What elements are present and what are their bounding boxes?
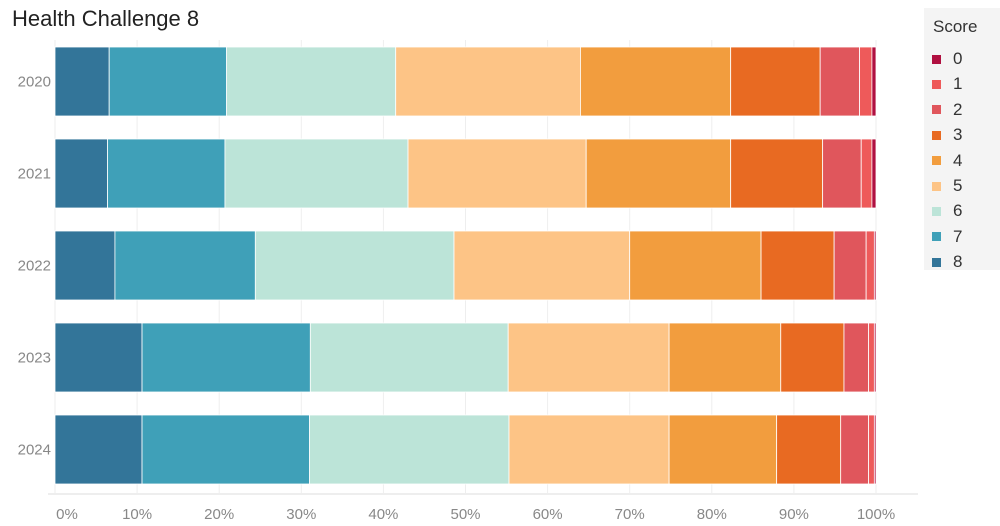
bar-segment-2022-score-1[interactable] (865, 230, 875, 301)
bar-segment-2021-score-5[interactable] (407, 138, 587, 209)
legend-item-7[interactable]: 7 (932, 226, 962, 248)
legend-swatch (932, 105, 941, 115)
bar-segment-2021-score-1[interactable] (860, 138, 873, 209)
legend-item-4[interactable]: 4 (932, 150, 962, 172)
y-category-label: 2024 (18, 442, 51, 459)
legend-label: 7 (953, 226, 963, 246)
bar-segment-2021-score-2[interactable] (822, 138, 862, 209)
legend-label: 1 (953, 74, 963, 94)
bar-segment-2021-score-6[interactable] (224, 138, 409, 209)
bar-segment-2024-score-3[interactable] (776, 414, 842, 485)
legend-swatch (932, 232, 941, 242)
bar-segment-2021-score-7[interactable] (107, 138, 226, 209)
bar-segment-2022-score-8[interactable] (54, 230, 116, 301)
bar-segment-2021-score-8[interactable] (54, 138, 108, 209)
legend-label: 2 (953, 99, 963, 119)
bar-segment-2024-score-6[interactable] (309, 414, 510, 485)
legend-label: 4 (953, 150, 963, 170)
bar-segment-2020-score-7[interactable] (108, 46, 227, 117)
x-tick-label: 50% (450, 506, 480, 523)
x-tick-label: 60% (533, 506, 563, 523)
bar-segment-2022-score-7[interactable] (114, 230, 256, 301)
legend-swatch (932, 156, 941, 166)
legend-label: 3 (953, 125, 963, 145)
legend-swatch (932, 130, 941, 140)
bar-segment-2023-score-8[interactable] (54, 322, 143, 393)
legend-label: 0 (953, 49, 963, 68)
x-tick-label: 0% (56, 506, 78, 523)
bar-segment-2022-score-2[interactable] (833, 230, 867, 301)
legend: Score 0 1 2 3 4 5 6 7 8 (924, 8, 1000, 273)
x-tick-label: 20% (204, 506, 234, 523)
bar-segment-2020-score-4[interactable] (580, 46, 732, 117)
legend-swatch (932, 181, 941, 191)
bar-segment-2022-score-6[interactable] (254, 230, 455, 301)
bar-segment-2023-score-6[interactable] (309, 322, 509, 393)
x-tick-label: 40% (368, 506, 398, 523)
bar-segment-2024-score-0[interactable] (873, 414, 877, 485)
bar-segment-2023-score-7[interactable] (141, 322, 311, 393)
bar-segment-2021-score-0[interactable] (871, 138, 877, 209)
legend-item-2[interactable]: 2 (932, 99, 962, 121)
bar-segment-2020-score-8[interactable] (54, 46, 110, 117)
bar-segment-2023-score-2[interactable] (843, 322, 870, 393)
bar-segment-2024-score-2[interactable] (840, 414, 870, 485)
x-tick-label: 70% (615, 506, 645, 523)
bar-segment-2020-score-5[interactable] (395, 46, 581, 117)
bar-segment-2022-score-5[interactable] (453, 230, 631, 301)
bars (54, 46, 877, 485)
y-category-label: 2022 (18, 258, 51, 275)
chart-area: 0% 10% 20% 30% 40% 50% 60% 70% 80% 90% 100% 2020 202… (18, 40, 918, 523)
bar-segment-2024-score-4[interactable] (668, 414, 778, 485)
bar-segment-2021-score-4[interactable] (585, 138, 732, 209)
bar-segment-2020-score-6[interactable] (226, 46, 397, 117)
legend-label: 5 (953, 176, 963, 195)
bar-segment-2024-score-1[interactable] (868, 414, 875, 485)
legend-item-1[interactable]: 1 (932, 73, 962, 95)
bar-segment-2022-score-3[interactable] (760, 230, 835, 301)
bar-segment-2023-score-1[interactable] (868, 322, 875, 393)
bar-segment-2020-score-0[interactable] (871, 46, 877, 117)
legend-label: 6 (953, 201, 963, 221)
bar-segment-2021-score-3[interactable] (730, 138, 824, 209)
x-tick-label: 90% (779, 506, 809, 523)
x-tick-label: 10% (122, 506, 152, 523)
axes: 0% 10% 20% 30% 40% 50% 60% 70% 80% 90% 100% 2020 202… (18, 74, 918, 523)
bar-segment-2020-score-3[interactable] (730, 46, 821, 117)
legend-item-3[interactable]: 3 (932, 124, 962, 146)
legend-swatch (932, 79, 941, 89)
bar-segment-2023-score-3[interactable] (780, 322, 845, 393)
x-tick-label: 80% (697, 506, 727, 523)
bar-segment-2024-score-5[interactable] (508, 414, 670, 485)
bar-segment-2024-score-7[interactable] (141, 414, 310, 485)
y-category-label: 2023 (18, 350, 51, 367)
legend-swatch (932, 257, 941, 267)
y-category-label: 2021 (18, 166, 51, 183)
bar-segment-2023-score-4[interactable] (668, 322, 782, 393)
bar-segment-2022-score-4[interactable] (629, 230, 762, 301)
legend-label: 8 (953, 252, 963, 272)
legend-item-6[interactable]: 6 (932, 200, 962, 222)
legend-swatch (932, 206, 941, 216)
chart-title: Health Challenge 8 (12, 6, 200, 31)
bar-segment-2023-score-5[interactable] (507, 322, 670, 393)
legend-item-0[interactable]: 0 (932, 48, 962, 70)
y-category-label: 2020 (18, 74, 51, 91)
bar-segment-2020-score-2[interactable] (819, 46, 860, 117)
bar-segment-2024-score-8[interactable] (54, 414, 143, 485)
legend-title: Score (933, 17, 978, 36)
legend-item-8[interactable]: 8 (932, 251, 962, 273)
bar-segment-2022-score-0[interactable] (873, 230, 877, 301)
legend-item-5[interactable]: 5 (932, 175, 962, 197)
x-tick-label: 100% (857, 506, 895, 523)
bar-segment-2023-score-0[interactable] (873, 322, 877, 393)
bar-segment-2020-score-1[interactable] (859, 46, 873, 117)
x-tick-label: 30% (286, 506, 316, 523)
legend-swatch (932, 54, 941, 64)
